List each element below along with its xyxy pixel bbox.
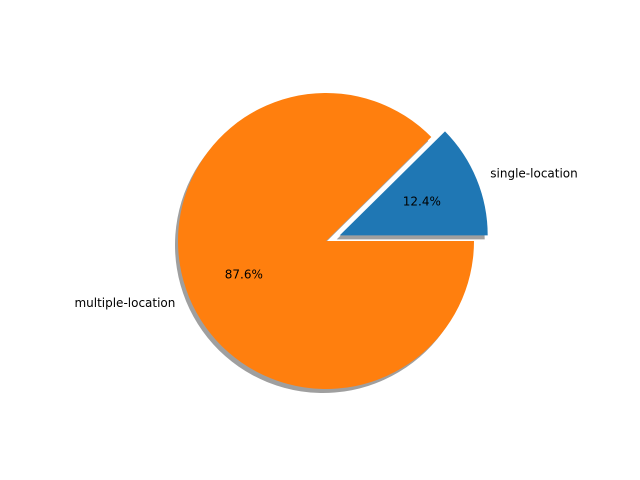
- slices: [178, 93, 488, 389]
- slice-single-location: [339, 131, 488, 236]
- slice-labels: single-location 12.4% multiple-location 87.…: [74, 167, 577, 310]
- slice-multiple-location: [178, 93, 474, 389]
- slice-percent-single-location: 12.4%: [403, 195, 441, 209]
- slice-percent-multiple-location: 87.6%: [225, 268, 263, 282]
- slice-label-multiple-location: multiple-location: [74, 296, 175, 310]
- slice-label-single-location: single-location: [490, 167, 577, 181]
